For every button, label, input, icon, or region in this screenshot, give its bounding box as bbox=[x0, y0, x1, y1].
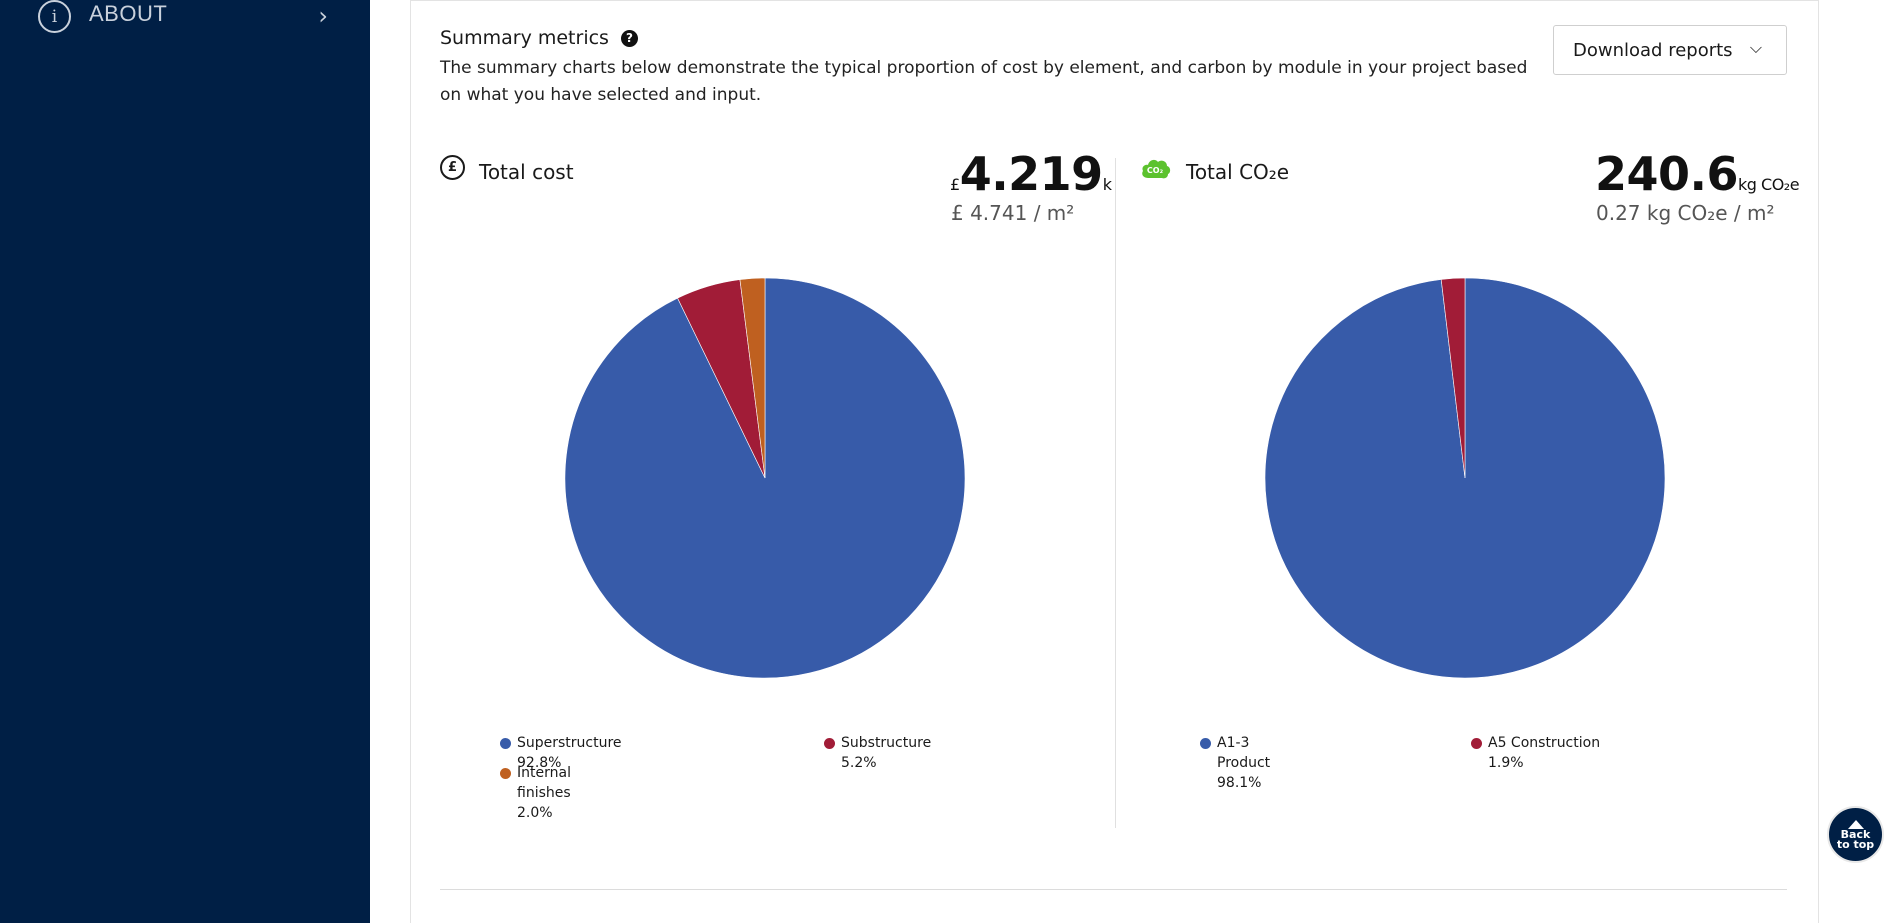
svg-text:CO₂: CO₂ bbox=[1147, 166, 1164, 175]
total-carbon-label: Total CO₂e bbox=[1186, 160, 1290, 184]
total-cost-prefix: £ bbox=[950, 175, 960, 194]
chevron-down-icon: ⌵ bbox=[1749, 38, 1762, 57]
legend-item[interactable]: Internal finishes 2.0% bbox=[500, 763, 571, 823]
total-cost-label: Total cost bbox=[479, 160, 574, 184]
download-reports-label: Download reports bbox=[1573, 39, 1733, 61]
cost-per-area: £ 4.741 / m² bbox=[951, 201, 1075, 225]
legend-label: A1-3 Product 98.1% bbox=[1217, 735, 1271, 791]
back-to-top-line1: Back bbox=[1840, 827, 1871, 841]
total-cost-number: 4.219 bbox=[959, 147, 1104, 201]
legend-item[interactable]: A1-3 Product 98.1% bbox=[1200, 733, 1270, 793]
metrics-divider bbox=[1115, 158, 1116, 828]
legend-item[interactable]: Substructure 5.2% bbox=[824, 733, 931, 773]
summary-title-text: Summary metrics bbox=[440, 27, 609, 49]
legend-item[interactable]: Superstructure 92.8% bbox=[500, 733, 622, 773]
arrow-up-icon bbox=[1847, 819, 1864, 829]
legend-label: A5 Construction 1.9% bbox=[1488, 735, 1601, 771]
summary-title: Summary metrics ? bbox=[440, 27, 638, 49]
legend-swatch bbox=[824, 738, 835, 749]
legend-swatch bbox=[500, 738, 511, 749]
co2-cloud-icon: CO₂ bbox=[1142, 159, 1171, 179]
pound-icon: £ bbox=[440, 154, 465, 180]
help-icon[interactable]: ? bbox=[620, 29, 638, 47]
total-cost-header: £ Total cost bbox=[440, 154, 574, 184]
pie-slice-a5-construction[interactable] bbox=[1440, 277, 1466, 479]
cost-pie-chart bbox=[564, 277, 966, 679]
download-reports-button[interactable]: Download reports ⌵ bbox=[1553, 25, 1787, 75]
pie-slice-internal-finishes[interactable] bbox=[739, 277, 766, 479]
legend-swatch bbox=[1200, 738, 1211, 749]
legend-label: Internal finishes 2.0% bbox=[517, 765, 571, 821]
carbon-per-area: 0.27 kg CO₂e / m² bbox=[1596, 201, 1775, 225]
chevron-right-icon: › bbox=[318, 2, 328, 30]
legend-label: Superstructure 92.8% bbox=[517, 735, 622, 771]
total-cost-value: £4.219k bbox=[950, 151, 1112, 208]
back-to-top-button[interactable]: Back to top bbox=[1827, 806, 1884, 863]
section-divider bbox=[440, 889, 1787, 890]
sidebar-item-about[interactable]: i ABOUT › bbox=[38, 0, 348, 36]
sidebar: i ABOUT › bbox=[0, 0, 370, 923]
total-cost-suffix: k bbox=[1102, 175, 1112, 194]
summary-panel bbox=[410, 0, 1819, 923]
legend-swatch bbox=[1471, 738, 1482, 749]
summary-description: The summary charts below demonstrate the… bbox=[440, 58, 1528, 105]
total-carbon-value: 240.6kg CO₂e bbox=[1595, 151, 1800, 208]
legend-item[interactable]: A5 Construction 1.9% bbox=[1471, 733, 1631, 773]
info-icon: i bbox=[38, 0, 71, 33]
total-carbon-header: CO₂ Total CO₂e bbox=[1140, 159, 1290, 184]
legend-swatch bbox=[500, 768, 511, 779]
total-carbon-number: 240.6 bbox=[1595, 147, 1739, 201]
carbon-pie-chart bbox=[1264, 277, 1666, 679]
sidebar-item-label: ABOUT bbox=[89, 1, 168, 26]
back-to-top-line2: to top bbox=[1836, 837, 1875, 851]
legend-label: Substructure 5.2% bbox=[841, 735, 932, 771]
total-carbon-suffix: kg CO₂e bbox=[1738, 175, 1800, 194]
